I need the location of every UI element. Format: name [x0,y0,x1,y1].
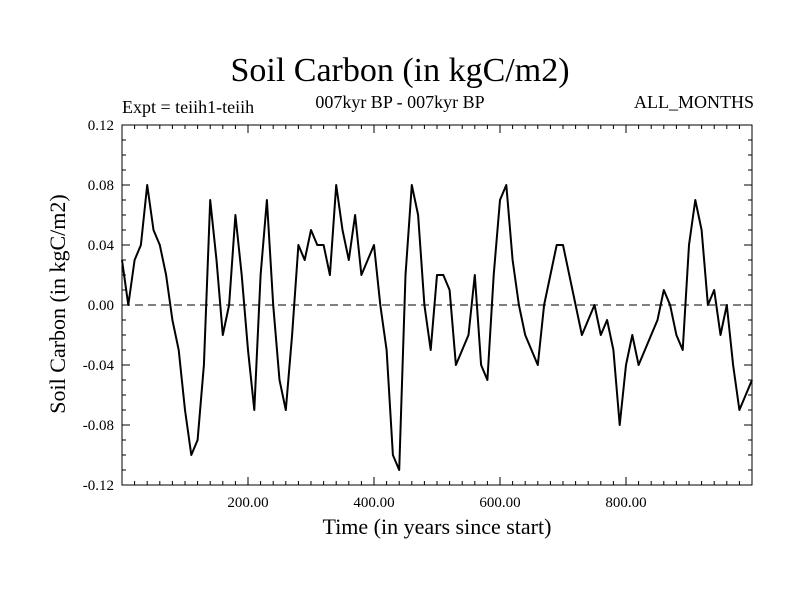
y-tick-label: -0.12 [83,478,114,494]
x-axis-label: Time (in years since start) [322,514,552,539]
chart-subtitle: 007kyr BP - 007kyr BP [315,92,485,112]
y-tick-label: 0.00 [88,298,114,314]
x-tick-label: 200.00 [227,495,268,511]
x-tick-label: 800.00 [605,495,646,511]
series-line-0 [121,184,753,471]
y-tick-label: -0.08 [83,418,114,434]
y-tick-label: 0.04 [88,238,115,254]
x-tick-label: 400.00 [353,495,394,511]
y-tick-label: 0.08 [88,178,114,194]
chart-title: Soil Carbon (in kgC/m2) [230,52,570,89]
y-tick-label: 0.12 [88,118,114,134]
x-tick-label: 600.00 [479,495,520,511]
experiment-label: Expt = teiih1-teiih [122,97,255,117]
months-label: ALL_MONTHS [634,92,754,112]
y-tick-label: -0.04 [83,358,115,374]
